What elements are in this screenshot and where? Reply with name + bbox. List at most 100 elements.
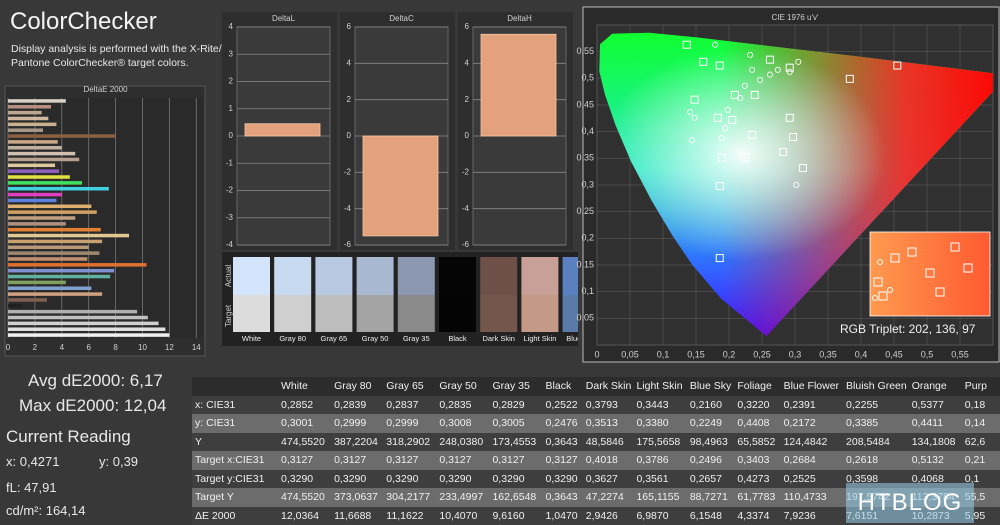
y-tick-label: -6 [462, 240, 470, 249]
inset-square [950, 242, 960, 252]
table-cell: 474,5520 [281, 491, 325, 504]
measured-point [724, 106, 731, 113]
y-tick-label: 2 [347, 95, 352, 104]
table-cell: 0,3290 [281, 472, 314, 485]
table-row: ΔE 2000 12,0364 11,6688 11,1622 10,4070 9,616… [192, 506, 1000, 525]
target-point [715, 61, 724, 70]
avg-de: Avg dE2000: 6,17 [28, 371, 163, 390]
table-cell: 373,0637 [334, 491, 378, 504]
bar [8, 333, 170, 337]
bar [8, 280, 66, 285]
target-point [785, 113, 794, 122]
table-cell: 0,3385 [846, 417, 879, 430]
bar [8, 292, 103, 296]
y-tick-label: 0,55 [576, 46, 594, 56]
target-point [779, 147, 788, 156]
swatch-label: Gray 80 [279, 334, 306, 343]
swatch-group: Actual Target White Gray 80 Gray 65 Gray 50 Gr… [224, 257, 578, 343]
target-point [748, 130, 757, 139]
table-cell: 124,4842 [783, 435, 828, 448]
y-tick-label: -4 [226, 240, 234, 249]
subtitle: Pantone ColorChecker® target colors. [11, 57, 189, 69]
x-tick-label: 0,5 [921, 349, 934, 359]
table-cell: 0,3008 [439, 417, 472, 430]
column-header: Foliage [737, 380, 772, 393]
measured-point [691, 114, 698, 121]
table-cell: 98,4963 [689, 435, 728, 448]
row-label: ΔE 2000 [195, 509, 236, 522]
table-cell: 0,3005 [492, 417, 525, 430]
table-cell: 208,5484 [846, 435, 890, 448]
bar [8, 245, 89, 250]
table-cell: 0,18 [964, 398, 986, 411]
measured-point [766, 71, 773, 78]
target-point [730, 90, 739, 99]
x-tick-label: 12 [165, 343, 174, 352]
bar [8, 163, 56, 168]
table-cell: 134,1808 [911, 435, 956, 448]
y-tick-label: -4 [344, 204, 352, 213]
measured-point [741, 82, 748, 89]
table-cell: 0,2999 [386, 417, 419, 430]
column-header: Black [545, 380, 572, 393]
max-de: Max dE2000: 12,04 [19, 396, 167, 415]
bar [8, 216, 76, 220]
table-cell: 0,21 [964, 454, 986, 467]
table-cell: 0,2496 [689, 454, 722, 467]
x-tick-label: 0,15 [687, 349, 705, 359]
chart-title: DeltaL [272, 14, 296, 23]
table-cell: 11,1622 [386, 509, 424, 522]
row-label: x: CIE31 [195, 398, 236, 411]
bar [8, 274, 111, 279]
x-tick-label: 0,4 [855, 349, 868, 359]
y-tick-label: 2 [229, 77, 234, 86]
bar [8, 157, 80, 162]
inset-circle [872, 295, 878, 301]
y-tick-label: 1 [229, 104, 234, 113]
y-tick-label: -6 [344, 240, 352, 249]
swatch-label: Light Skin [523, 334, 556, 343]
table-cell: 0,2999 [334, 417, 367, 430]
x-tick-label: 0,1 [657, 349, 670, 359]
y-tick-label: 0 [347, 131, 352, 140]
current-title: Current Reading [6, 427, 131, 446]
column-header: Blue Sky [689, 380, 732, 393]
column-header: White [281, 380, 308, 393]
y-tick-label: -2 [462, 167, 470, 176]
inset-box [869, 231, 991, 317]
bar [8, 175, 70, 179]
swatch-target [521, 295, 559, 332]
chart-title: DeltaE 2000 [83, 85, 128, 94]
target-point [785, 63, 794, 72]
table-cell: 0,2852 [281, 398, 314, 411]
header-row: White Gray 80 Gray 65 Gray 50 Gray 35 Black Da… [192, 377, 1000, 396]
target-point [715, 254, 724, 263]
y-tick-label: -4 [462, 204, 470, 213]
table-cell: 175,5658 [636, 435, 681, 448]
inset-square [925, 268, 935, 278]
table-cell: 9,6160 [492, 509, 525, 522]
y-tick-label: 0,05 [576, 313, 594, 323]
bar [8, 128, 43, 132]
swatch-label: Gray 65 [321, 334, 348, 343]
target-point [750, 90, 759, 99]
table-cell: 165,1155 [636, 491, 680, 504]
bar [8, 151, 76, 156]
swatch-target [315, 295, 353, 332]
table-cell: 110,4733 [783, 491, 827, 504]
table-cell: 0,3643 [545, 435, 578, 448]
x-tick-label: 0,35 [819, 349, 837, 359]
x-tick-label: 4 [60, 343, 65, 352]
table-cell: 0,3127 [492, 454, 525, 467]
bar [8, 257, 88, 261]
target-point [699, 57, 708, 66]
target-point [845, 74, 854, 83]
table-cell: 10,4070 [439, 509, 478, 522]
table-cell: 0,3598 [846, 472, 879, 485]
column-header: Blue Flower [783, 380, 840, 393]
y-tick-label: 0,3 [581, 179, 594, 189]
table-cell: 0,5377 [911, 398, 944, 411]
table-cell: 0,2525 [783, 472, 816, 485]
table-row: x: CIE31 0,2852 0,2839 0,2837 0,2835 0,2829 0,… [192, 395, 1000, 414]
swatch-actual [521, 257, 559, 295]
